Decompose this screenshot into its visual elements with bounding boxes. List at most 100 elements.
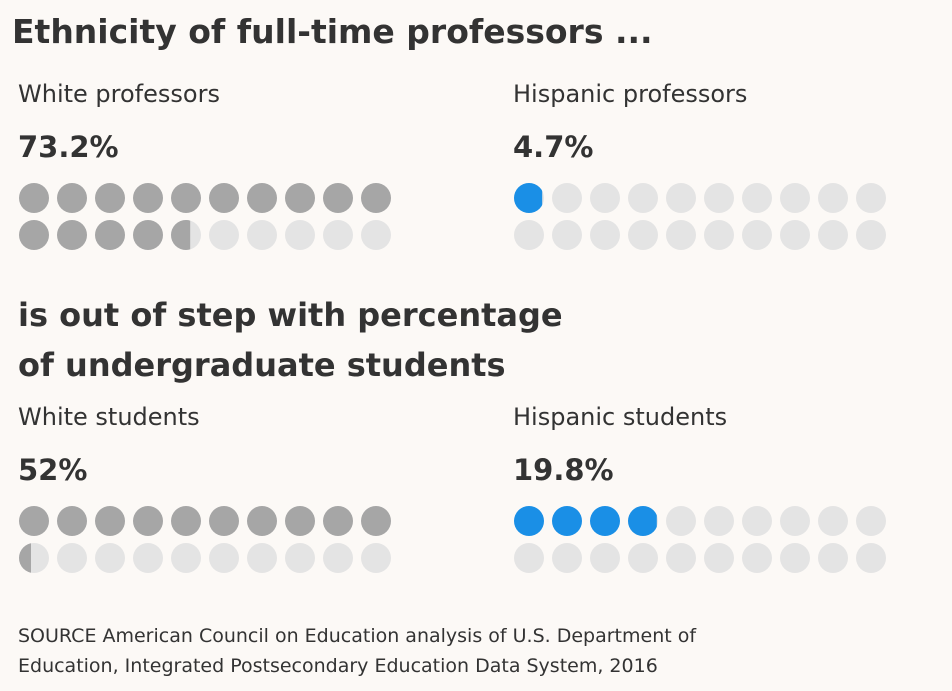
dot-empty	[590, 183, 620, 213]
dot-filled	[323, 183, 353, 213]
dot-filled	[171, 183, 201, 213]
chart-title: Ethnicity of full-time professors ...	[12, 12, 653, 51]
dot-empty	[818, 506, 848, 536]
dot-empty	[209, 543, 239, 573]
dot-empty	[628, 183, 658, 213]
dot-partial-fill	[19, 543, 31, 573]
dot-empty	[247, 220, 277, 250]
panel-label: Hispanic professors	[513, 80, 748, 108]
dot-partial-fill	[171, 220, 191, 250]
dot-empty	[552, 543, 582, 573]
dot-empty	[514, 543, 544, 573]
dot-empty	[666, 220, 696, 250]
dot-empty	[856, 543, 886, 573]
dot-empty	[666, 183, 696, 213]
dot-filled	[247, 183, 277, 213]
dot-empty	[856, 506, 886, 536]
dot-empty	[285, 543, 315, 573]
dot-filled	[95, 183, 125, 213]
dot-partial-fill	[514, 183, 543, 213]
dot-filled	[133, 220, 163, 250]
dot-filled	[361, 506, 391, 536]
panel-value: 73.2%	[18, 130, 119, 164]
dot-empty	[628, 543, 658, 573]
dot-empty	[133, 543, 163, 573]
dot-filled	[171, 506, 201, 536]
dot-filled	[19, 506, 49, 536]
dot-empty	[361, 220, 391, 250]
dot-empty	[704, 220, 734, 250]
dot-filled	[247, 506, 277, 536]
subtitle-line-2: of undergraduate students	[18, 346, 506, 384]
panel-value: 19.8%	[513, 453, 614, 487]
dot-empty	[780, 220, 810, 250]
dot-empty	[590, 220, 620, 250]
dot-empty	[285, 220, 315, 250]
dot-filled	[552, 506, 582, 536]
dot-empty	[514, 220, 544, 250]
dot-filled	[209, 183, 239, 213]
dot-empty	[209, 220, 239, 250]
panel-white-students: White students 52%	[18, 403, 418, 583]
dot-filled	[285, 506, 315, 536]
dot-empty	[247, 543, 277, 573]
dot-filled	[95, 220, 125, 250]
dot-filled	[19, 183, 49, 213]
dot-filled	[57, 220, 87, 250]
dot-empty	[704, 183, 734, 213]
dot-empty	[666, 543, 696, 573]
dot-empty	[323, 220, 353, 250]
subtitle-line-1: is out of step with percentage	[18, 296, 563, 334]
dot-empty	[742, 220, 772, 250]
dot-filled	[514, 506, 544, 536]
dot-filled	[95, 506, 125, 536]
dot-filled	[57, 183, 87, 213]
dot-filled	[285, 183, 315, 213]
dot-empty	[856, 183, 886, 213]
dot-grid	[19, 183, 391, 250]
dot-empty	[742, 506, 772, 536]
dot-filled	[590, 506, 620, 536]
dot-filled	[361, 183, 391, 213]
dot-empty	[742, 543, 772, 573]
dot-empty	[780, 506, 810, 536]
panel-hispanic-students: Hispanic students 19.8%	[513, 403, 913, 583]
dot-grid	[514, 183, 886, 250]
dot-grid	[19, 506, 391, 573]
dot-empty	[57, 543, 87, 573]
source-line-1: SOURCE American Council on Education ana…	[18, 625, 697, 647]
panel-white-professors: White professors 73.2%	[18, 80, 418, 260]
dot-empty	[742, 183, 772, 213]
dot-empty	[552, 183, 582, 213]
dot-empty	[818, 543, 848, 573]
dot-empty	[590, 543, 620, 573]
source-note: SOURCE American Council on Education ana…	[18, 621, 938, 681]
dot-empty	[856, 220, 886, 250]
dot-empty	[780, 183, 810, 213]
dot-empty	[704, 506, 734, 536]
dot-filled	[57, 506, 87, 536]
dot-empty	[704, 543, 734, 573]
dot-empty	[552, 220, 582, 250]
panel-value: 52%	[18, 453, 88, 487]
panel-label: White professors	[18, 80, 220, 108]
panel-label: White students	[18, 403, 200, 431]
source-line-2: Education, Integrated Postsecondary Educ…	[18, 655, 658, 677]
dot-filled	[209, 506, 239, 536]
panel-hispanic-professors: Hispanic professors 4.7%	[513, 80, 913, 260]
dot-filled	[133, 183, 163, 213]
dot-empty	[361, 543, 391, 573]
dot-partial-fill	[628, 506, 657, 536]
panel-label: Hispanic students	[513, 403, 728, 431]
dot-empty	[95, 543, 125, 573]
dot-filled	[19, 220, 49, 250]
dot-empty	[818, 183, 848, 213]
dot-empty	[666, 506, 696, 536]
dot-grid	[514, 506, 886, 573]
dot-filled	[133, 506, 163, 536]
chart-subtitle: is out of step with percentage of underg…	[18, 290, 563, 390]
dot-empty	[628, 220, 658, 250]
dot-empty	[780, 543, 810, 573]
dot-empty	[818, 220, 848, 250]
panel-value: 4.7%	[513, 130, 594, 164]
